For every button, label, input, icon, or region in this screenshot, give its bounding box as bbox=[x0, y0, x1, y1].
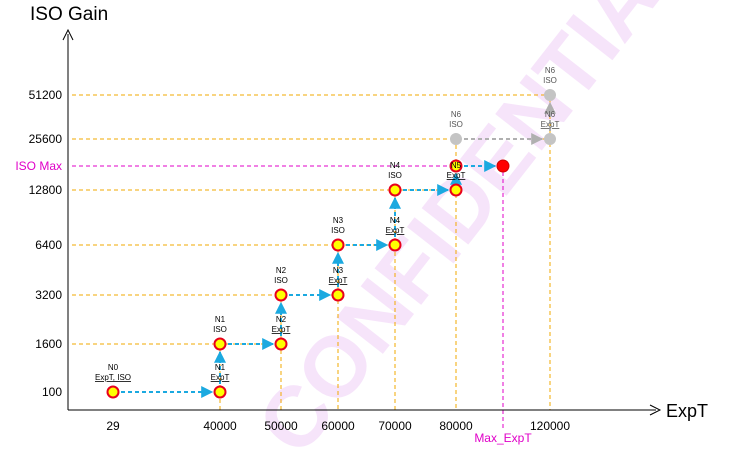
node-label: ISO bbox=[543, 76, 557, 85]
node-label: N5 bbox=[451, 161, 462, 170]
node-marker bbox=[331, 288, 345, 302]
node-label: ExpT bbox=[272, 325, 291, 334]
node-marker bbox=[449, 159, 463, 173]
y-tick-label: 100 bbox=[42, 385, 62, 399]
node-marker bbox=[449, 183, 463, 197]
y-tick-label: 3200 bbox=[35, 288, 62, 302]
node-label: N1 bbox=[215, 315, 226, 324]
node-label: N6 bbox=[545, 66, 556, 75]
y-tick-label: 12800 bbox=[29, 183, 63, 197]
x-tick-label: 29 bbox=[106, 419, 120, 433]
future-node-marker bbox=[544, 89, 556, 101]
node-label: ExpT bbox=[329, 276, 348, 285]
node-label: ExpT bbox=[211, 373, 230, 382]
node-marker bbox=[331, 238, 345, 252]
node-marker bbox=[213, 385, 227, 399]
node-markers bbox=[106, 89, 556, 399]
x-tick-label: 60000 bbox=[321, 419, 355, 433]
node-label: N4 bbox=[390, 161, 401, 170]
node-label: ISO bbox=[449, 120, 463, 129]
y-tick-label: 25600 bbox=[29, 132, 63, 146]
node-marker bbox=[388, 183, 402, 197]
x-tick-label: 70000 bbox=[378, 419, 412, 433]
node-label: N2 bbox=[276, 266, 287, 275]
node-label: N2 bbox=[276, 315, 287, 324]
x-axis-title: ExpT bbox=[666, 401, 708, 421]
node-label: ISO bbox=[331, 226, 345, 235]
future-node-marker bbox=[450, 133, 462, 145]
node-label: N4 bbox=[390, 216, 401, 225]
future-node-marker bbox=[544, 133, 556, 145]
node-label: N6 bbox=[451, 110, 462, 119]
node-label: N3 bbox=[333, 216, 344, 225]
node-label: ISO bbox=[274, 276, 288, 285]
y-tick-label: 6400 bbox=[35, 238, 62, 252]
node-label: ExpT bbox=[386, 226, 405, 235]
x-tick-label: Max_ExpT bbox=[474, 431, 532, 445]
node-label: ISO bbox=[213, 325, 227, 334]
node-marker bbox=[274, 337, 288, 351]
y-tick-label: 1600 bbox=[35, 337, 62, 351]
node-label: ExpT bbox=[541, 120, 560, 129]
step-arrows bbox=[121, 101, 556, 398]
node-label: N0 bbox=[108, 363, 119, 372]
axes bbox=[62, 28, 662, 416]
x-tick-label: 80000 bbox=[439, 419, 473, 433]
node-label: ExpT, ISO bbox=[95, 373, 131, 382]
y-tick-label: ISO Max bbox=[15, 159, 62, 173]
node-label: N3 bbox=[333, 266, 344, 275]
node-marker bbox=[106, 385, 120, 399]
max-node-marker bbox=[496, 159, 510, 173]
x-axis-arrow bbox=[649, 404, 662, 416]
y-tick-label: 51200 bbox=[29, 88, 63, 102]
y-axis-arrow bbox=[62, 28, 74, 41]
x-tick-label: 120000 bbox=[530, 419, 570, 433]
node-label: N1 bbox=[215, 363, 226, 372]
node-label: ExpT bbox=[447, 171, 466, 180]
x-tick-label: 50000 bbox=[264, 419, 298, 433]
node-label: ISO bbox=[388, 171, 402, 180]
node-marker bbox=[388, 238, 402, 252]
node-marker bbox=[213, 337, 227, 351]
watermark-text: CONFIDENTIAL bbox=[239, 0, 709, 451]
y-tick-labels: 51200 25600 ISO Max 12800 6400 3200 1600 100 bbox=[15, 88, 62, 399]
x-tick-label: 40000 bbox=[203, 419, 237, 433]
x-tick-labels: 29 40000 50000 60000 70000 80000Max_ExpT12000… bbox=[106, 419, 570, 445]
node-marker bbox=[274, 288, 288, 302]
y-axis-title: ISO Gain bbox=[30, 4, 108, 25]
node-label: N6 bbox=[545, 110, 556, 119]
